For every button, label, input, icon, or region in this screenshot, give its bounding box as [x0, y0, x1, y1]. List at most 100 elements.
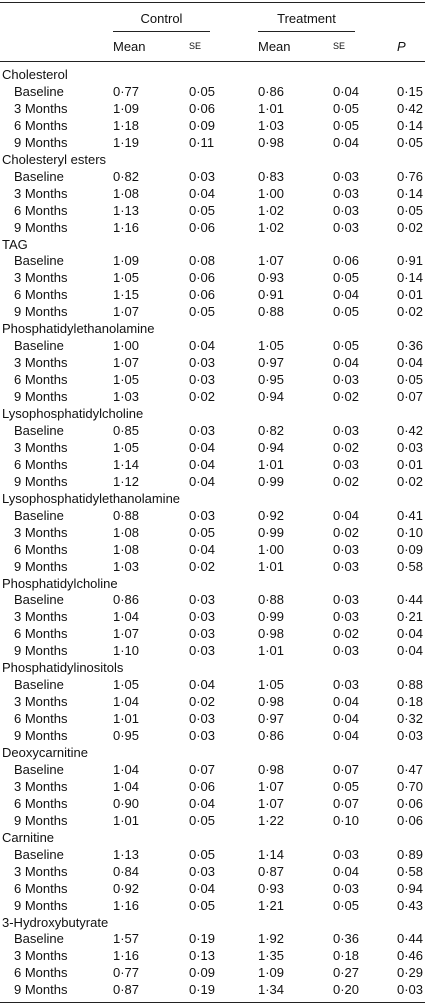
cell: 0·05 [397, 134, 424, 150]
row-label: 9 Months [14, 304, 68, 320]
row-label: 9 Months [14, 643, 68, 659]
cell: 0·93 [258, 880, 285, 896]
cell: 0·02 [333, 389, 360, 405]
cell: 0·06 [397, 795, 424, 811]
section-title: Lysophosphatidylethanolamine [2, 490, 181, 506]
cell: 0·03 [333, 168, 360, 184]
row-label: Baseline [14, 931, 64, 947]
cell: 0·07 [333, 795, 360, 811]
cell: 1·00 [258, 541, 285, 557]
cell: 0·18 [333, 948, 360, 964]
cell: 1·57 [113, 931, 140, 947]
cell: 1·03 [113, 558, 140, 574]
cell: 0·03 [189, 863, 216, 879]
cell: 0·03 [333, 880, 360, 896]
cell: 0·58 [397, 558, 424, 574]
cell: 1·08 [113, 541, 140, 557]
row-label: Baseline [14, 761, 64, 777]
cell: 0·03 [333, 219, 360, 235]
cell: 1·18 [113, 117, 140, 133]
cell: 0·03 [333, 609, 360, 625]
cell: 1·03 [258, 117, 285, 133]
cell: 0·03 [333, 185, 360, 201]
cell: 0·04 [333, 711, 360, 727]
cell: 1·05 [113, 270, 140, 286]
cell: 0·58 [397, 863, 424, 879]
cell: 0·98 [258, 134, 285, 150]
row-label: Baseline [14, 677, 64, 693]
row-label: 3 Months [14, 270, 68, 286]
cell: 1·16 [113, 948, 140, 964]
cell: 1·22 [258, 812, 285, 828]
cell: 0·05 [333, 304, 360, 320]
section-title: Phosphatidylcholine [2, 575, 118, 591]
section-title: TAG [2, 236, 28, 252]
cell: 0·03 [333, 372, 360, 388]
cell: 0·19 [189, 931, 216, 947]
cell: 1·00 [113, 338, 140, 354]
cell: 0·77 [113, 965, 140, 981]
row-label: Baseline [14, 253, 64, 269]
row-label: 9 Months [14, 219, 68, 235]
cell: 1·04 [113, 609, 140, 625]
cell: 0·03 [397, 728, 424, 744]
row-label: Baseline [14, 338, 64, 354]
cell: 0·88 [258, 304, 285, 320]
cell: 0·05 [189, 897, 216, 913]
row-label: 3 Months [14, 524, 68, 540]
cell: 1·07 [258, 778, 285, 794]
cell: 0·04 [189, 338, 216, 354]
cell: 1·01 [258, 643, 285, 659]
cell: 1·04 [113, 761, 140, 777]
cell: 0·03 [333, 541, 360, 557]
cell: 0·05 [333, 100, 360, 116]
cell: 0·97 [258, 711, 285, 727]
group-underline [113, 31, 210, 32]
cell: 0·44 [397, 931, 424, 947]
cell: 0·32 [397, 711, 424, 727]
cell: 0·82 [113, 168, 140, 184]
cell: 0·04 [333, 728, 360, 744]
row-label: Baseline [14, 168, 64, 184]
cell: 1·16 [113, 897, 140, 913]
column-header: Mean [113, 39, 146, 54]
cell: 0·18 [397, 694, 424, 710]
cell: 0·05 [189, 812, 216, 828]
cell: 0·05 [189, 304, 216, 320]
cell: 1·01 [258, 100, 285, 116]
row-label: 3 Months [14, 355, 68, 371]
row-label: 6 Months [14, 541, 68, 557]
cell: 0·85 [113, 422, 140, 438]
cell: 0·84 [113, 863, 140, 879]
cell: 0·04 [189, 473, 216, 489]
cell: 0·92 [258, 507, 285, 523]
cell: 0·02 [397, 304, 424, 320]
cell: 0·90 [113, 795, 140, 811]
cell: 0·07 [333, 761, 360, 777]
cell: 0·14 [397, 117, 424, 133]
cell: 0·02 [189, 558, 216, 574]
cell: 0·05 [333, 270, 360, 286]
cell: 0·04 [397, 355, 424, 371]
cell: 1·14 [258, 846, 285, 862]
cell: 0·86 [258, 728, 285, 744]
row-label: 3 Months [14, 778, 68, 794]
cell: 1·08 [113, 185, 140, 201]
cell: 0·42 [397, 422, 424, 438]
cell: 0·04 [189, 541, 216, 557]
row-label: 6 Months [14, 372, 68, 388]
cell: 1·01 [258, 456, 285, 472]
cell: 0·91 [258, 287, 285, 303]
cell: 1·07 [113, 626, 140, 642]
cell: 0·02 [397, 473, 424, 489]
cell: 0·04 [333, 694, 360, 710]
cell: 1·03 [113, 389, 140, 405]
row-label: 9 Months [14, 982, 68, 998]
cell: 0·36 [397, 338, 424, 354]
cell: 0·03 [189, 626, 216, 642]
cell: 0·21 [397, 609, 424, 625]
column-header: Mean [258, 39, 291, 54]
column-header: P [397, 39, 406, 54]
cell: 1·09 [258, 965, 285, 981]
